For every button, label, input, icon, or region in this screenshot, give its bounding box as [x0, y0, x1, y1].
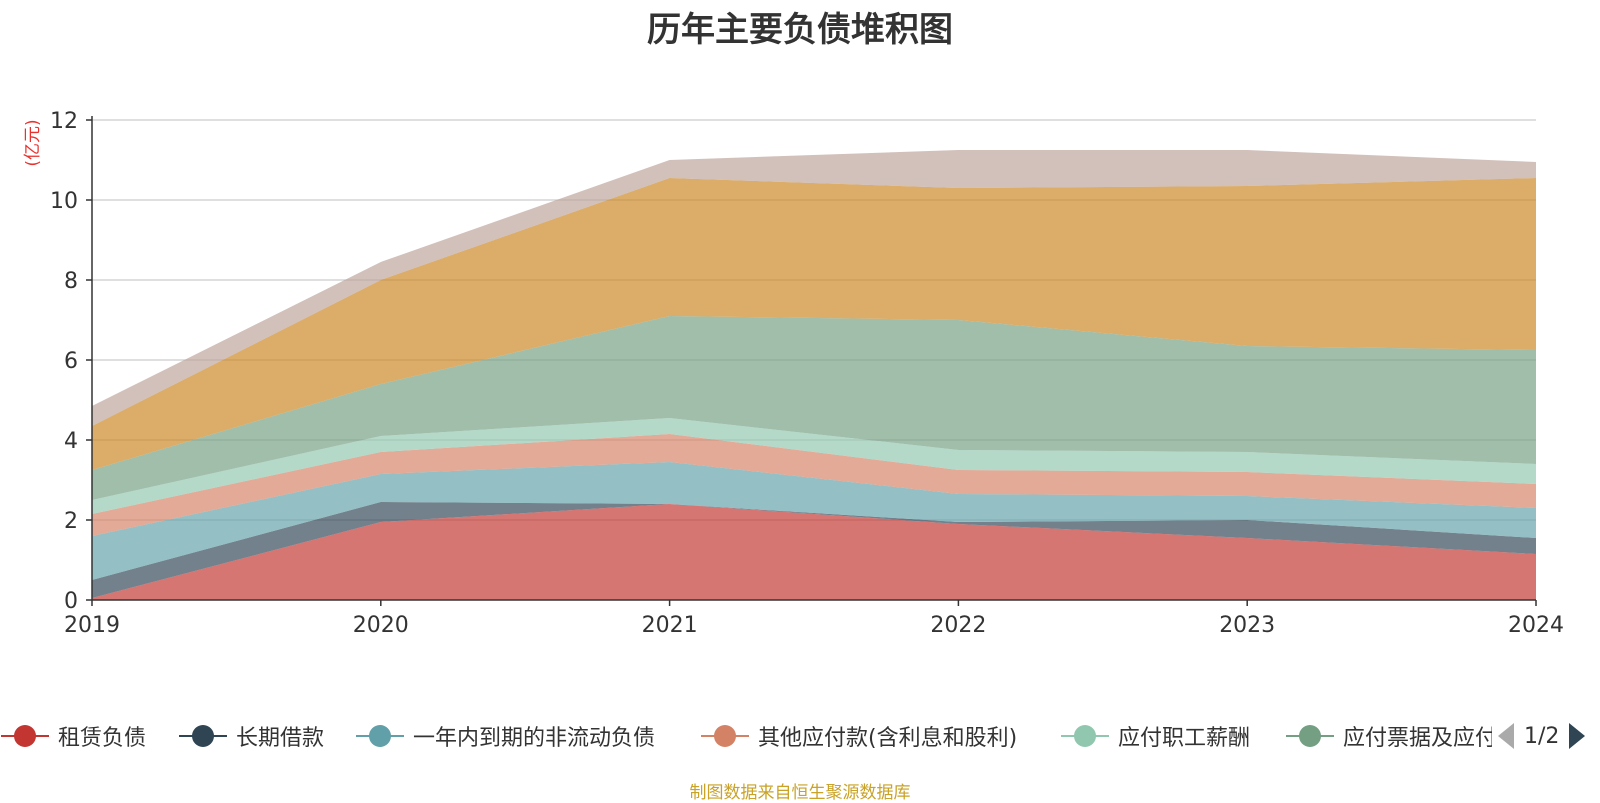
x-tick-label: 2020 [353, 613, 409, 638]
legend-label: 应付职工薪酬 [1118, 726, 1251, 751]
area-series-3 [92, 434, 1536, 536]
area-series-7 [92, 150, 1536, 426]
legend-label: 其他应付款(含利息和股利) [758, 726, 1018, 751]
legend-item[interactable]: 租赁负债 [0, 718, 146, 754]
legend-marker-icon [1, 725, 49, 747]
y-tick-label: 12 [50, 109, 78, 134]
source-note: 制图数据来自恒生聚源数据库 [689, 783, 911, 803]
legend-pager: 1/2 [1496, 718, 1587, 754]
y-tick-label: 2 [64, 509, 78, 534]
legend-item[interactable]: 长期借款 [178, 718, 324, 754]
legend-label: 应付票据及应付账款 [1343, 726, 1492, 751]
y-tick-label: 0 [64, 589, 78, 614]
area-series-5 [92, 316, 1536, 500]
legend-marker-icon [1286, 725, 1334, 747]
legend-marker-icon [356, 725, 404, 747]
y-tick-label: 10 [50, 189, 78, 214]
legend-label: 一年内到期的非流动负债 [413, 726, 656, 751]
chart-title: 历年主要负债堆积图 [647, 10, 953, 50]
legend-label: 租赁负债 [58, 726, 147, 751]
y-tick-label: 6 [64, 349, 78, 374]
legend: 租赁负债 长期借款 一年内到期的非流动负债 其他应付款(含利息和股利) 应付职工薪酬 应付… [0, 718, 1600, 754]
area-series-4 [92, 418, 1536, 514]
x-tick-label: 2023 [1219, 613, 1275, 638]
legend-label: 长期借款 [236, 726, 325, 751]
area-series-1 [92, 502, 1536, 598]
area-series-0 [92, 504, 1536, 600]
legend-item[interactable]: 应付票据及应付账款 [1285, 718, 1492, 754]
x-tick-label: 2022 [930, 613, 986, 638]
y-tick-label: 4 [64, 429, 78, 454]
axes: 0 2 4 6 8 10 12 2019 2020 2021 2022 2023 2024 [50, 109, 1564, 638]
x-tick-label: 2021 [642, 613, 698, 638]
legend-marker-icon [701, 725, 749, 747]
legend-page-indicator: 1/2 [1524, 723, 1560, 749]
area-series-2 [92, 462, 1536, 580]
y-axis-unit-label: (亿元) [23, 119, 43, 166]
legend-items: 租赁负债 长期借款 一年内到期的非流动负债 其他应付款(含利息和股利) 应付职工薪酬 应付… [0, 718, 1492, 754]
legend-marker-icon [179, 725, 227, 747]
legend-item[interactable]: 其他应付款(含利息和股利) [700, 718, 1017, 754]
next-page-icon[interactable] [1567, 721, 1587, 751]
x-tick-label: 2024 [1508, 613, 1564, 638]
legend-item[interactable]: 应付职工薪酬 [1060, 718, 1250, 754]
chart-plot: 0 2 4 6 8 10 12 2019 2020 2021 2022 2023 2024 (亿元) [23, 109, 1564, 638]
x-tick-label: 2019 [64, 613, 120, 638]
area-series-6 [92, 178, 1536, 470]
y-tick-label: 8 [64, 269, 78, 294]
stacked-areas [92, 150, 1536, 600]
legend-item[interactable]: 一年内到期的非流动负债 [355, 718, 655, 754]
legend-marker-icon [1061, 725, 1109, 747]
prev-page-icon[interactable] [1496, 721, 1516, 751]
